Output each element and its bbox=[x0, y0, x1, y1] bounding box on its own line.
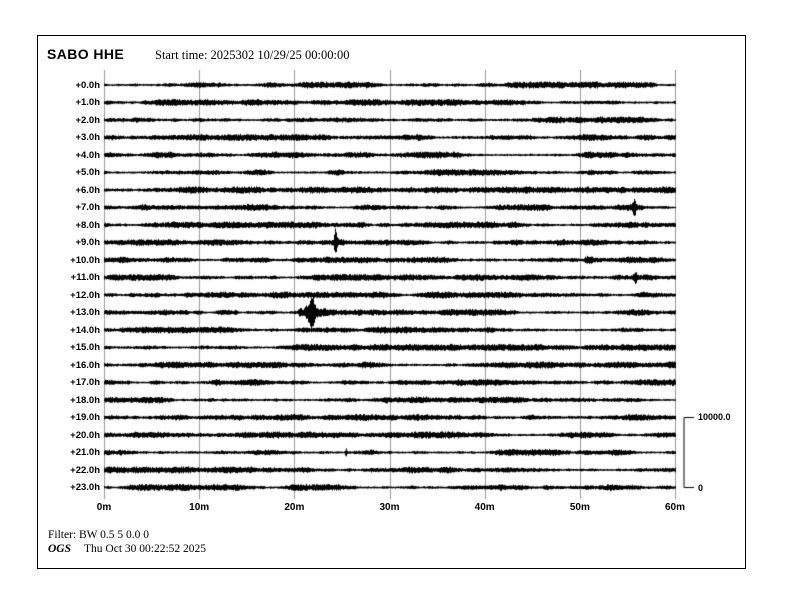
hour-label: +1.0h bbox=[75, 97, 100, 108]
hour-label: +14.0h bbox=[70, 324, 100, 336]
agency-label: OGS bbox=[48, 543, 72, 555]
hour-label: +5.0h bbox=[75, 167, 100, 178]
hour-label: +20.0h bbox=[70, 429, 100, 441]
hour-label: +4.0h bbox=[75, 149, 100, 161]
x-tick-label: 10m bbox=[189, 502, 210, 513]
hour-label: +18.0h bbox=[70, 394, 100, 406]
hour-label: +15.0h bbox=[70, 342, 100, 353]
hour-label: +16.0h bbox=[70, 359, 100, 371]
hour-label: +12.0h bbox=[70, 289, 100, 301]
x-tick-label: 0m bbox=[96, 502, 112, 513]
scale-max-label: 10000.0 bbox=[698, 412, 731, 422]
x-tick-label: 60m bbox=[664, 502, 686, 513]
hour-label: +9.0h bbox=[75, 237, 100, 248]
station-name: SABO HHE bbox=[47, 46, 125, 62]
hour-label: +17.0h bbox=[70, 377, 100, 388]
hour-label: +10.0h bbox=[70, 254, 100, 266]
hour-label: +13.0h bbox=[70, 307, 100, 318]
hour-label: +3.0h bbox=[75, 132, 100, 143]
x-tick-label: 50m bbox=[569, 502, 590, 513]
hour-label: +11.0h bbox=[70, 272, 100, 283]
generated-time: Thu Oct 30 00:22:52 2025 bbox=[84, 543, 207, 555]
hour-label: +2.0h bbox=[75, 114, 100, 126]
x-tick-label: 30m bbox=[379, 502, 400, 513]
hour-label: +19.0h bbox=[70, 412, 100, 423]
start-time-label: Start time: 2025302 10/29/25 00:00:00 bbox=[155, 48, 350, 62]
x-tick-label: 40m bbox=[474, 502, 495, 513]
hour-label: +8.0h bbox=[75, 219, 100, 231]
x-tick-label: 20m bbox=[284, 502, 305, 513]
hour-label: +7.0h bbox=[75, 202, 100, 213]
hour-label: +21.0h bbox=[70, 447, 100, 458]
scale-min-label: 0 bbox=[698, 483, 704, 493]
hour-label: +23.0h bbox=[70, 482, 100, 493]
filter-label: Filter: BW 0.5 5 0.0 0 bbox=[48, 529, 150, 541]
credit-line: OGS Thu Oct 30 00:22:52 2025 bbox=[48, 543, 206, 555]
hour-label: +0.0h bbox=[75, 79, 100, 91]
hour-label: +22.0h bbox=[70, 464, 100, 476]
hour-label: +6.0h bbox=[75, 184, 100, 196]
